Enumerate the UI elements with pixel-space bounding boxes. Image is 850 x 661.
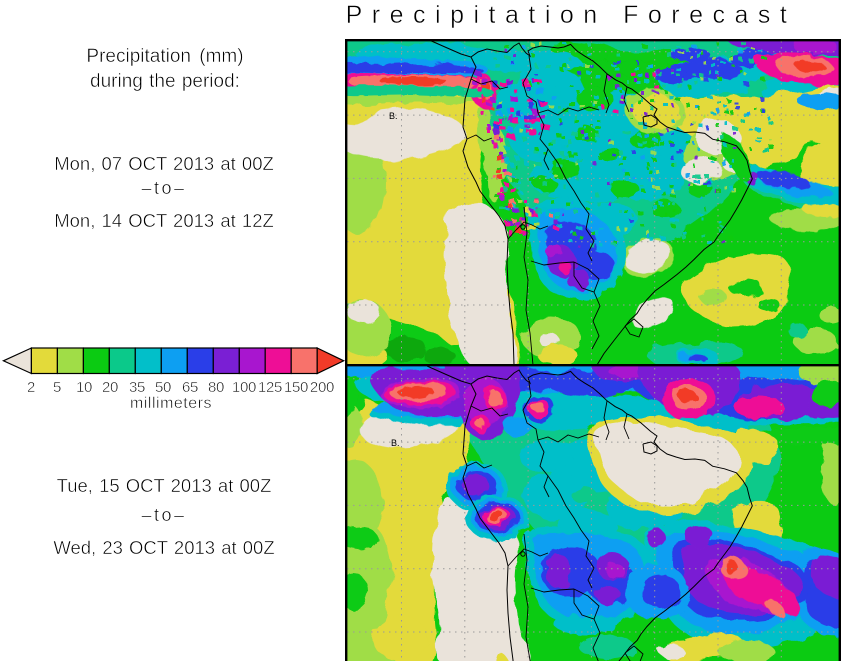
- svg-text:B.: B.: [391, 438, 400, 448]
- svg-text:B.: B.: [389, 111, 398, 121]
